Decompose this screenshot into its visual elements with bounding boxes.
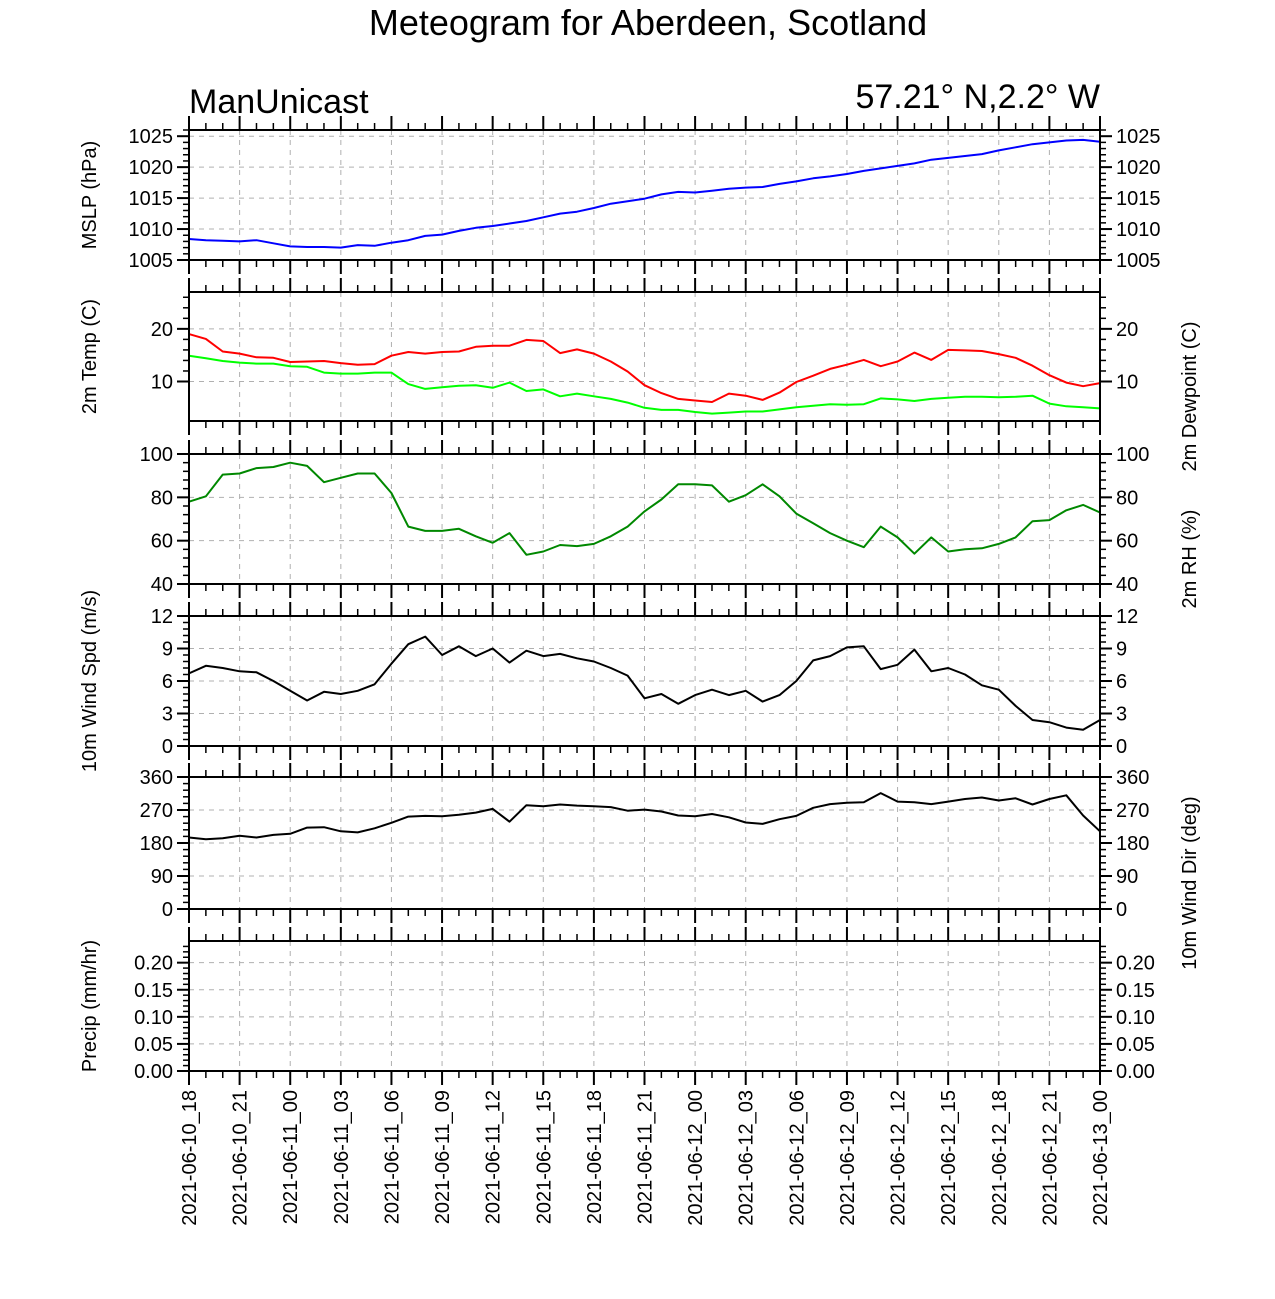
y-tick-label-right: 60 xyxy=(1116,531,1138,553)
x-tick-label: 2021-06-12_00 xyxy=(685,1090,707,1226)
location-label: 57.21° N,2.2° W xyxy=(855,78,1100,116)
x-tick-label: 2021-06-11_18 xyxy=(584,1090,606,1224)
y-tick-label-left: 100 xyxy=(140,444,173,466)
y-axis-label-right: 2m RH (%) xyxy=(1179,510,1201,609)
y-tick-label-left: 9 xyxy=(162,639,173,661)
y-axis-label-left: Precip (mm/hr) xyxy=(79,940,101,1072)
y-tick-label-left: 360 xyxy=(140,767,173,789)
y-tick-label-left: 1005 xyxy=(129,250,174,272)
y-tick-label-left: 0.10 xyxy=(134,1007,173,1029)
x-tick-label: 2021-06-11_12 xyxy=(483,1090,505,1224)
x-tick-label: 2021-06-11_00 xyxy=(280,1090,302,1224)
series-line-temp-0 xyxy=(188,333,1101,403)
x-tick-label: 2021-06-11_06 xyxy=(381,1090,403,1224)
panel-wind-dir: 0 0 90 90 180 180 270 270 360 360 10m Wind Dir (de… xyxy=(140,763,1201,970)
y-tick-label-right: 40 xyxy=(1116,574,1138,596)
panel-temp: 10 10 20 20 2m Temp (C) 2m Dewpoint (C) xyxy=(79,278,1201,472)
x-tick-label: 2021-06-13_00 xyxy=(1090,1090,1112,1226)
y-tick-label-left: 20 xyxy=(151,319,173,341)
y-tick-label-right: 1005 xyxy=(1116,250,1161,272)
y-tick-label-left: 80 xyxy=(151,487,173,509)
y-tick-label-left: 1025 xyxy=(129,126,174,148)
x-tick-label: 2021-06-11_21 xyxy=(635,1090,657,1224)
y-tick-label-right: 0 xyxy=(1116,899,1127,921)
series-line-temp-1 xyxy=(188,354,1101,415)
y-tick-label-right: 100 xyxy=(1116,444,1149,466)
y-tick-label-left: 270 xyxy=(140,800,173,822)
series-line-rh-0 xyxy=(188,461,1101,556)
y-tick-label-left: 1020 xyxy=(129,157,174,179)
y-axis-label-left: MSLP (hPa) xyxy=(79,141,101,250)
y-tick-label-left: 6 xyxy=(162,671,173,693)
x-tick-label: 2021-06-11_15 xyxy=(533,1090,555,1224)
panel-precip: 0.00 0.00 0.05 0.05 0.10 0.10 0.15 0.15 0.20 0.20… xyxy=(79,927,1155,1085)
y-tick-label-right: 270 xyxy=(1116,800,1149,822)
x-tick-label: 2021-06-10_18 xyxy=(179,1090,201,1226)
y-axis-label-left: 10m Wind Spd (m/s) xyxy=(79,590,101,772)
y-tick-label-left: 10 xyxy=(151,372,173,394)
series-line-mslp-0 xyxy=(188,138,1101,249)
panel-rh: 40 40 60 60 80 80 100 100 2m RH (%) xyxy=(140,440,1201,608)
y-tick-label-left: 0.05 xyxy=(134,1034,173,1056)
y-tick-label-right: 9 xyxy=(1116,639,1127,661)
series-line-wind-speed-0 xyxy=(188,635,1101,731)
y-tick-label-left: 1015 xyxy=(129,188,174,210)
y-tick-label-left: 40 xyxy=(151,574,173,596)
y-tick-label-left: 0.20 xyxy=(134,953,173,975)
y-tick-label-right: 0.20 xyxy=(1116,953,1155,975)
y-tick-label-right: 20 xyxy=(1116,319,1138,341)
y-tick-label-right: 10 xyxy=(1116,372,1138,394)
y-tick-label-right: 0.15 xyxy=(1116,980,1155,1002)
y-axis-label-right: 2m Dewpoint (C) xyxy=(1179,321,1201,471)
y-tick-label-right: 1020 xyxy=(1116,157,1161,179)
y-tick-label-left: 180 xyxy=(140,833,173,855)
x-tick-label: 2021-06-12_15 xyxy=(938,1090,960,1226)
x-axis: 2021-06-10_18 2021-06-10_21 2021-06-11_00 2… xyxy=(179,1090,1112,1226)
y-axis-label-right: 10m Wind Dir (deg) xyxy=(1179,796,1201,969)
y-tick-label-left: 0 xyxy=(162,736,173,758)
y-tick-label-left: 1010 xyxy=(129,219,174,241)
y-tick-label-right: 90 xyxy=(1116,866,1138,888)
series-line-wind-dir-0 xyxy=(188,792,1101,841)
y-tick-label-left: 0.15 xyxy=(134,980,173,1002)
y-tick-label-left: 3 xyxy=(162,704,173,726)
y-tick-label-right: 0.00 xyxy=(1116,1061,1155,1083)
x-tick-label: 2021-06-12_09 xyxy=(837,1090,859,1226)
y-tick-label-right: 80 xyxy=(1116,487,1138,509)
panel-mslp: 1005 1005 1010 1010 1015 1015 1020 1020 1025 1025… xyxy=(79,116,1161,274)
model-label: ManUnicast xyxy=(189,83,369,121)
y-tick-label-left: 0.00 xyxy=(134,1061,173,1083)
x-tick-label: 2021-06-12_03 xyxy=(736,1090,758,1226)
y-tick-label-right: 0 xyxy=(1116,736,1127,758)
x-tick-label: 2021-06-12_12 xyxy=(888,1090,910,1226)
x-tick-label: 2021-06-12_21 xyxy=(1039,1090,1061,1226)
panel-wind-speed: 0 0 3 3 6 6 9 9 12 12 10m Wind Spd (m/s) xyxy=(79,590,1138,772)
chart-title: Meteogram for Aberdeen, Scotland xyxy=(369,2,927,43)
y-axis-label-left: 2m Temp (C) xyxy=(79,299,101,414)
x-tick-label: 2021-06-10_21 xyxy=(230,1090,252,1226)
x-tick-label: 2021-06-11_09 xyxy=(432,1090,454,1224)
y-tick-label-right: 1015 xyxy=(1116,188,1161,210)
y-tick-label-right: 3 xyxy=(1116,704,1127,726)
y-tick-label-right: 1025 xyxy=(1116,126,1161,148)
y-tick-label-left: 90 xyxy=(151,866,173,888)
y-tick-label-right: 12 xyxy=(1116,606,1138,628)
y-tick-label-left: 0 xyxy=(162,899,173,921)
y-tick-label-right: 6 xyxy=(1116,671,1127,693)
y-tick-label-left: 12 xyxy=(151,606,173,628)
y-tick-label-right: 0.10 xyxy=(1116,1007,1155,1029)
x-tick-label: 2021-06-12_06 xyxy=(786,1090,808,1226)
y-tick-label-right: 180 xyxy=(1116,833,1149,855)
x-tick-label: 2021-06-11_03 xyxy=(331,1090,353,1224)
y-tick-label-left: 60 xyxy=(151,531,173,553)
y-tick-label-right: 0.05 xyxy=(1116,1034,1155,1056)
x-tick-label: 2021-06-12_18 xyxy=(989,1090,1011,1226)
y-tick-label-right: 1010 xyxy=(1116,219,1161,241)
y-tick-label-right: 360 xyxy=(1116,767,1149,789)
